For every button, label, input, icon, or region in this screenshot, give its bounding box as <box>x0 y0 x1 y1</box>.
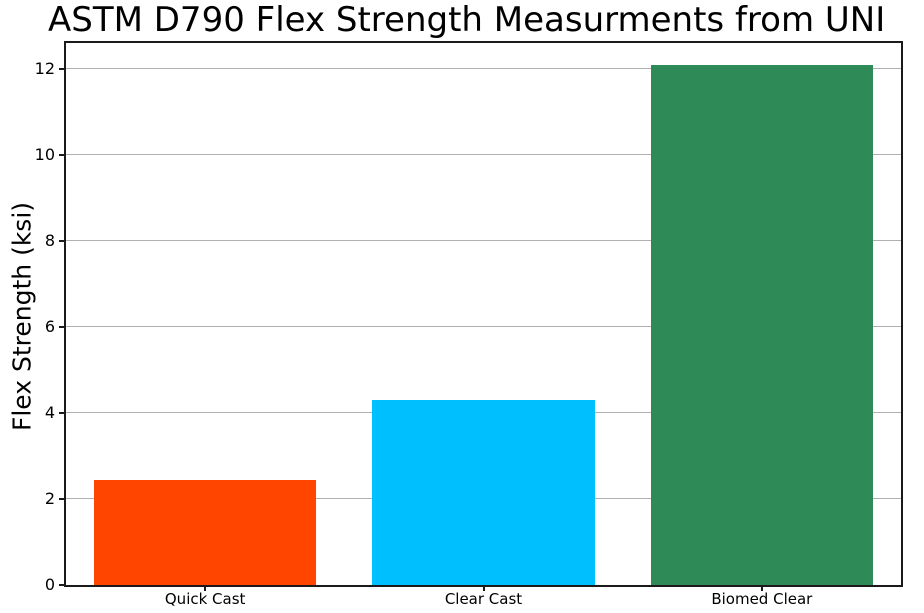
y-tick-mark-4 <box>59 411 64 414</box>
y-tick-mark-12 <box>59 67 64 70</box>
y-tick-mark-10 <box>59 153 64 156</box>
y-tick-mark-6 <box>59 325 64 328</box>
y-tick-label-8: 8 <box>44 230 55 250</box>
y-tick-label-4: 4 <box>44 402 55 422</box>
y-tick-mark-0 <box>59 584 64 586</box>
gridline-y-6 <box>66 326 901 328</box>
gridline-y-12 <box>66 68 901 70</box>
x-tick-mark-biomed-clear <box>760 587 763 591</box>
y-tick-label-6: 6 <box>44 316 55 336</box>
x-tick-label-biomed-clear: Biomed Clear <box>711 590 813 608</box>
gridline-y-8 <box>66 240 901 242</box>
gridline-y-10 <box>66 154 901 156</box>
x-tick-mark-clear-cast <box>482 587 485 591</box>
y-tick-label-2: 2 <box>44 488 55 508</box>
x-tick-label-quick-cast: Quick Cast <box>164 590 246 608</box>
y-tick-label-10: 10 <box>34 144 55 164</box>
bar-biomed-clear <box>650 64 874 585</box>
plot-area <box>66 43 901 585</box>
bar-clear-cast <box>372 400 595 585</box>
x-tick-label-clear-cast: Clear Cast <box>444 590 523 608</box>
y-tick-mark-8 <box>59 239 64 242</box>
y-tick-label-12: 12 <box>34 58 55 78</box>
y-tick-label-0: 0 <box>44 575 55 594</box>
bar-quick-cast <box>93 479 317 585</box>
x-tick-mark-quick-cast <box>204 587 207 591</box>
chart-title: ASTM D790 Flex Strength Measurments from… <box>48 0 886 40</box>
y-tick-mark-2 <box>59 497 64 500</box>
